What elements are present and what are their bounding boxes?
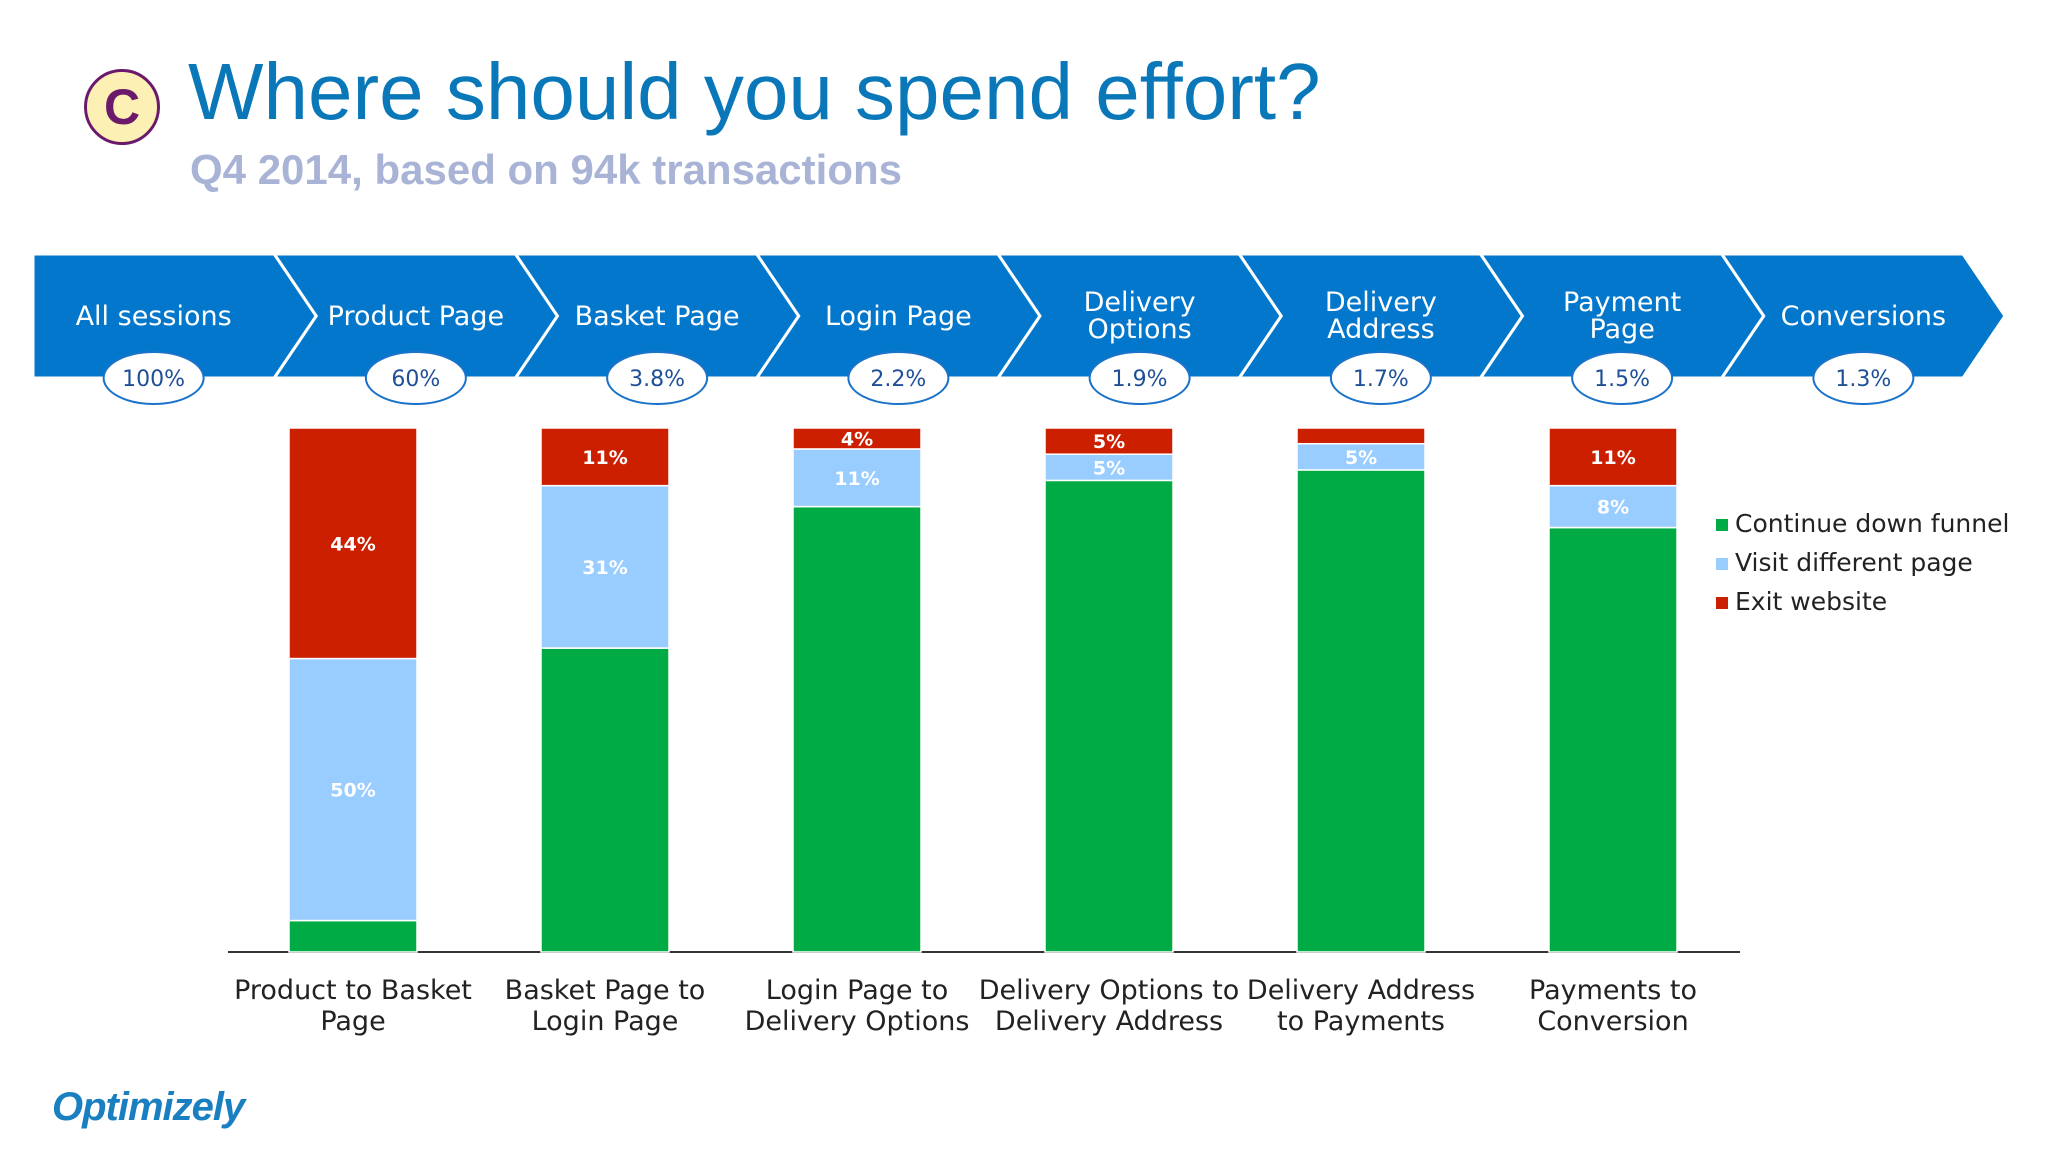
bar-segment [288,657,418,922]
funnel-stage-value: 1.9% [1112,367,1168,392]
bar-data-label: 11% [1590,447,1635,469]
funnel-stage-label: Page [1589,314,1654,345]
funnel-stage-value: 1.5% [1594,367,1650,392]
funnel-stage-label: Address [1327,314,1435,345]
bar-segment [1548,526,1678,953]
bar-data-label: 11% [834,468,879,490]
page-subtitle: Q4 2014, based on 94k transactions [190,146,902,193]
x-tick-label: Page [320,1006,385,1037]
bar-segment [792,448,922,508]
section-badge: C [84,69,160,145]
bar-segment [540,647,670,953]
funnel-stage-value-ellipse [1088,351,1191,405]
funnel-band: All sessions 100% Product Page 60% Basket Pa… [31,252,2007,405]
bar-segment [1044,427,1174,455]
bar-segment [540,484,670,649]
x-tick-label: Basket Page to [505,975,706,1006]
funnel-stage-value: 3.8% [629,367,685,392]
bar-segment [1296,442,1426,471]
x-tick-label: Payments to [1529,975,1697,1006]
page-title: Where should you spend effort? [188,47,1321,136]
x-tick-label: Delivery Options to [979,975,1240,1006]
bar-data-label: 8% [1597,497,1629,519]
funnel-stage-label: Basket Page [575,301,740,332]
badge-letter: C [103,79,141,135]
funnel-stage-label: Payment [1563,287,1681,318]
funnel-stage-label: Conversions [1781,301,1946,332]
bar-data-label: 5% [1345,447,1377,469]
legend-entry: Visit different page [1735,548,1973,577]
bar-segment [288,919,418,953]
funnel-stage-label: Login Page [825,301,972,332]
funnel-stage-value: 1.3% [1835,367,1891,392]
funnel-stage-value: 100% [122,367,185,392]
bar-data-label: 5% [1093,431,1125,453]
x-tick-label: Delivery Options [745,1006,970,1037]
bar-segment [1548,427,1678,487]
funnel-stage-label: Options [1088,314,1192,345]
funnel-stage-label: Delivery [1084,287,1196,318]
funnel-stage-value-ellipse [606,351,709,405]
bar-data-label: 11% [582,447,627,469]
bar-segment [288,427,418,660]
x-tick-label: Delivery Address [995,1006,1223,1037]
bar-segment [1296,469,1426,953]
x-tick-label: Product to Basket [234,975,472,1006]
bar-data-label: 44% [330,533,375,555]
legend-swatch [1716,519,1728,531]
funnel-stage-value-ellipse [102,351,205,405]
bar-data-label: 50% [330,780,375,802]
x-tick-label: Login Page to [766,975,948,1006]
bar-segment [792,427,922,450]
funnel-stage-value: 1.7% [1353,367,1409,392]
x-tick-label: Login Page [532,1006,679,1037]
legend-swatch [1716,558,1728,570]
funnel-stage-value-ellipse [1812,351,1915,405]
legend-swatch [1716,597,1728,609]
funnel-stage-label: Delivery [1325,287,1437,318]
stacked-bars: 50% 44% 31% 11% 11% 4% 5% 5% 5% 8% 11% [228,427,1740,953]
funnel-stage-label: Product Page [328,301,504,332]
bar-data-label: 4% [841,428,873,450]
bar-segment [792,505,922,953]
legend: Continue down funnel Visit different page… [1716,509,2009,616]
bar-data-label: 31% [582,557,627,579]
funnel-stage-value: 2.2% [870,367,926,392]
funnel-stage-label: All sessions [76,301,232,332]
funnel-stage-value-ellipse [847,351,950,405]
bar-segment [1548,484,1678,529]
funnel-stage [1718,252,2007,380]
legend-entry: Continue down funnel [1735,509,2009,538]
funnel-stage-value: 60% [391,367,440,392]
funnel-stage-value-ellipse [1571,351,1674,405]
legend-entry: Exit website [1735,587,1887,616]
funnel-stage-value-ellipse [1329,351,1432,405]
bar-segment [1044,453,1174,482]
funnel-stage-value-ellipse [364,351,467,405]
x-tick-label: Delivery Address [1247,975,1475,1006]
x-tick-label: Conversion [1537,1006,1688,1037]
bar-segment [1296,427,1426,445]
optimizely-logo: Optimizely [52,1085,245,1129]
bar-segment [540,427,670,487]
bar-data-label: 5% [1093,457,1125,479]
x-tick-label: to Payments [1277,1006,1445,1037]
bar-segment [1044,479,1174,953]
